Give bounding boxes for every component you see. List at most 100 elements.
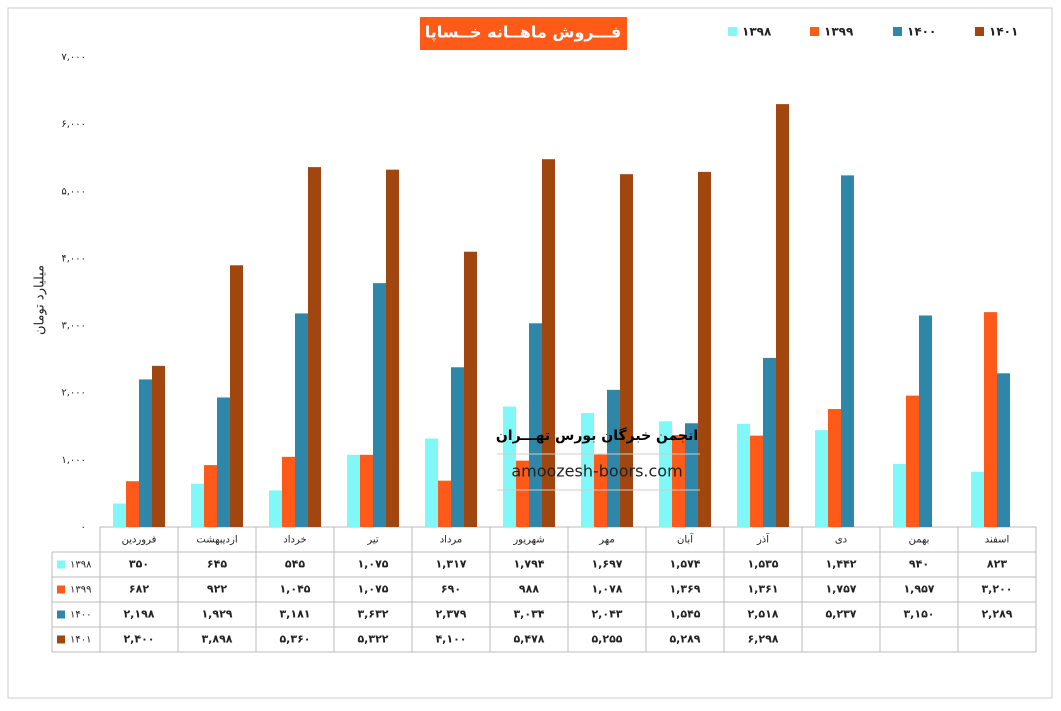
table-value: ۱,۰۷۵ [357, 558, 388, 571]
table-value: ۵۴۵ [285, 558, 305, 571]
x-tick-label: اسفند [985, 535, 1009, 546]
table-value: ۱,۳۱۷ [435, 558, 466, 571]
table-value: ۶۹۰ [441, 583, 461, 596]
bar [594, 454, 607, 527]
bar [373, 283, 386, 527]
table-value: ۲,۳۷۹ [435, 608, 466, 621]
table-value: ۲,۱۹۸ [123, 608, 154, 621]
title-box [420, 17, 627, 50]
bar [113, 503, 126, 527]
bar [997, 373, 1010, 527]
table-value: ۳,۲۰۰ [981, 583, 1012, 596]
y-axis-label: میلیارد تومان [33, 265, 48, 335]
table-value: ۱,۳۶۹ [669, 583, 700, 596]
bar [698, 171, 711, 528]
table-value: ۵,۲۳۷ [825, 608, 856, 621]
bar [581, 413, 594, 527]
frame [7, 7, 1053, 699]
bar [451, 367, 464, 527]
y-tick-label: ۷,۰۰۰ [61, 52, 86, 63]
table-value: ۳,۸۹۸ [201, 633, 232, 646]
table-value: ۱,۰۷۵ [357, 583, 388, 596]
table-value: ۵,۲۸۹ [669, 633, 700, 646]
bar [906, 395, 919, 527]
table-series-label: ۱۴۰۱ [70, 635, 91, 646]
bar [139, 379, 152, 527]
bar [464, 251, 477, 527]
table-value: ۸۲۳ [987, 558, 1007, 571]
table-value: ۳,۶۳۲ [357, 608, 388, 621]
table-value: ۲,۰۴۳ [591, 608, 622, 621]
bar [659, 421, 672, 527]
table-series-label: ۱۳۹۸ [70, 560, 92, 571]
bar [425, 438, 438, 527]
bar [672, 435, 685, 527]
y-tick-label: ۰ [81, 522, 86, 533]
table-value: ۱,۷۹۴ [513, 558, 544, 571]
table-value: ۵,۳۶۰ [279, 633, 310, 646]
table-value: ۱,۹۵۷ [903, 583, 934, 596]
x-tick-label: خرداد [283, 535, 306, 546]
table-value: ۹۸۸ [519, 583, 539, 596]
table-value: ۱,۰۴۵ [279, 583, 310, 596]
y-tick-label: ۵,۰۰۰ [61, 186, 86, 197]
table-value: ۲,۴۰۰ [123, 633, 154, 646]
x-tick-label: دی [835, 535, 847, 546]
bar [685, 423, 698, 527]
x-tick-label: مهر [598, 535, 614, 546]
bar [984, 312, 997, 527]
table-value: ۳,۰۳۴ [513, 608, 544, 621]
legend-swatch [810, 27, 819, 36]
y-tick-label: ۲,۰۰۰ [61, 388, 86, 399]
bar [828, 409, 841, 527]
table-value: ۳,۱۵۰ [903, 608, 934, 621]
y-tick-label: ۶,۰۰۰ [61, 119, 86, 130]
chart-title: فـــروش ماهــانه خــساپا [425, 23, 621, 43]
x-tick-label: آبان [677, 533, 694, 546]
bar [386, 169, 399, 527]
table-series-label: ۱۴۰۰ [70, 610, 91, 621]
table-value: ۱,۳۶۱ [747, 583, 778, 596]
table-value: ۱,۰۷۸ [591, 583, 622, 596]
table-value: ۱,۷۵۷ [825, 583, 856, 596]
y-tick-label: ۳,۰۰۰ [61, 321, 86, 332]
table-value: ۵,۴۷۸ [513, 633, 544, 646]
bar [841, 175, 854, 527]
bar [217, 397, 230, 527]
y-tick-label: ۱,۰۰۰ [61, 455, 86, 466]
bar [152, 365, 165, 527]
bar [763, 357, 776, 527]
table-value: ۱,۶۹۷ [591, 558, 622, 571]
legend-label: ۱۴۰۰ [907, 25, 936, 39]
table-value: ۱,۹۲۹ [201, 608, 232, 621]
bar [529, 323, 542, 527]
bar [919, 315, 932, 527]
table-series-label: ۱۳۹۹ [70, 585, 91, 596]
bar [776, 104, 789, 528]
bar [503, 406, 516, 527]
table-value: ۵,۳۲۲ [357, 633, 388, 646]
table-swatch [57, 560, 65, 569]
table-swatch [57, 610, 65, 619]
table-value: ۱,۴۴۲ [825, 558, 856, 571]
table-value: ۳۵۰ [129, 558, 149, 571]
bar [620, 174, 633, 527]
table-value: ۹۲۲ [207, 583, 227, 596]
x-tick-label: آذر [756, 533, 770, 546]
table-value: ۱,۵۴۵ [669, 608, 700, 621]
table-value: ۶,۲۹۸ [747, 633, 778, 646]
table-swatch [57, 585, 65, 594]
table-value: ۴,۱۰۰ [435, 633, 466, 646]
table-value: ۳,۱۸۱ [279, 608, 310, 621]
bar [438, 480, 451, 527]
table-value: ۱,۵۳۵ [747, 558, 778, 571]
bar [230, 265, 243, 527]
y-tick-label: ۴,۰۰۰ [61, 253, 86, 264]
table-value: ۹۴۰ [909, 558, 929, 571]
bar [516, 460, 529, 527]
bar [282, 456, 295, 527]
bar [347, 454, 360, 527]
table-value: ۶۴۵ [207, 558, 227, 571]
table-value: ۲,۲۸۹ [981, 608, 1012, 621]
